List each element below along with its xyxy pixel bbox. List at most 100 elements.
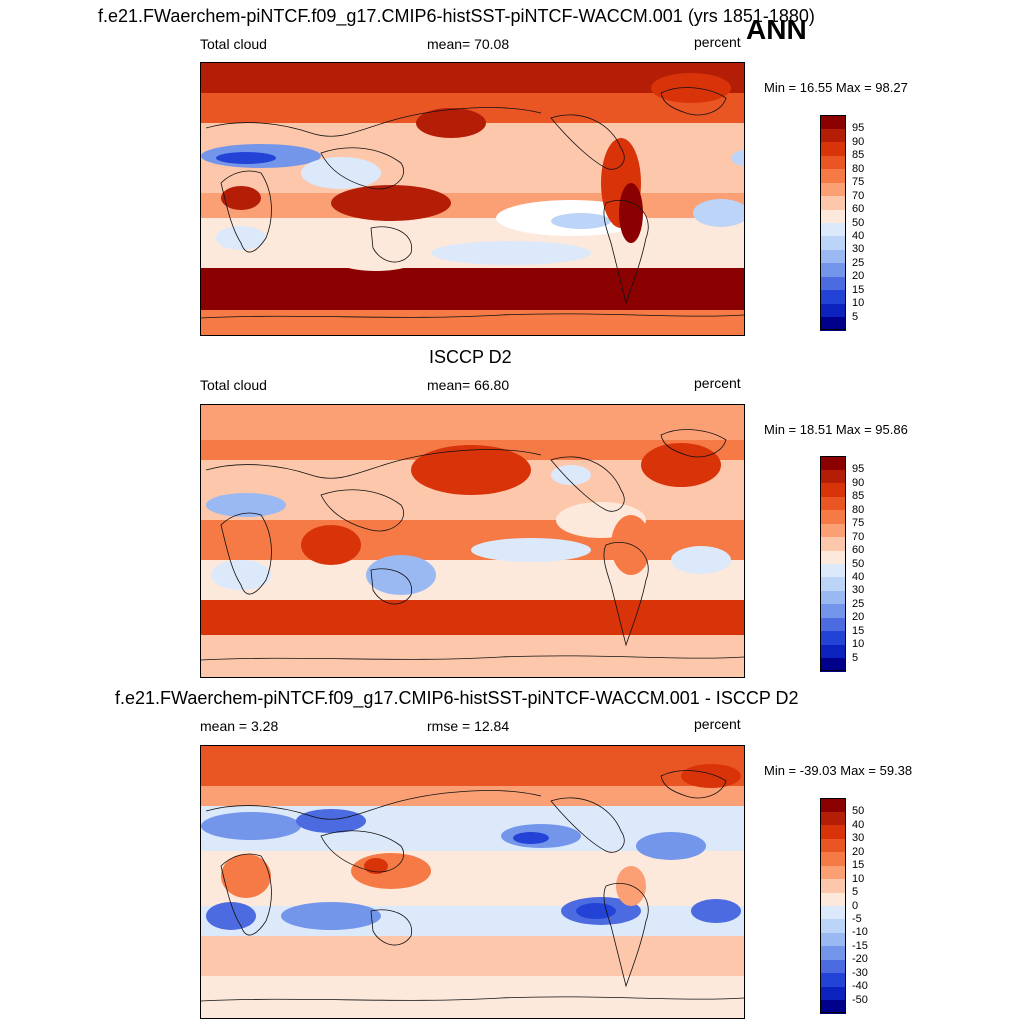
colorbar-tick-label: 50 — [852, 216, 865, 229]
colorbar-box — [820, 155, 846, 170]
colorbar-box — [820, 878, 846, 893]
colorbar-box — [820, 617, 846, 632]
colorbar-tick-label: 10 — [852, 638, 865, 651]
colorbar-box — [820, 168, 846, 183]
colorbar-tick-label: 30 — [852, 832, 865, 845]
colorbar-box — [820, 865, 846, 880]
colorbar-box — [820, 276, 846, 291]
colorbar-tick-label: 10 — [852, 297, 865, 310]
colorbar-box — [820, 235, 846, 250]
panel1-units-label: percent — [694, 34, 741, 50]
colorbar-tick-label: 70 — [852, 189, 865, 202]
colorbar-tick-label: 25 — [852, 597, 865, 610]
colorbar-box — [820, 182, 846, 197]
colorbar-tick-label: -50 — [852, 993, 868, 1006]
panel3-minmax: Min = -39.03 Max = 59.38 — [764, 763, 913, 778]
panel1-variable-label: Total cloud — [200, 36, 267, 52]
colorbar-box — [820, 892, 846, 906]
panel1-title: f.e21.FWaerchem-piNTCF.f09_g17.CMIP6-his… — [98, 6, 815, 26]
colorbar-box — [820, 496, 846, 511]
colorbar-box — [820, 128, 846, 143]
colorbar-box — [820, 195, 846, 210]
panel2-map-svg — [201, 405, 744, 677]
panel3-title: f.e21.FWaerchem-piNTCF.f09_g17.CMIP6-his… — [115, 688, 799, 708]
colorbar-box — [820, 972, 846, 987]
colorbar-tick-label: 15 — [852, 283, 865, 296]
colorbar-tick-label: 90 — [852, 135, 865, 148]
colorbar-tick-label: 85 — [852, 149, 865, 162]
colorbar-tick-label: 50 — [852, 805, 865, 818]
colorbar-tick-label: 5 — [852, 886, 859, 899]
colorbar-tick-label: 20 — [852, 611, 865, 624]
colorbar-box — [820, 811, 846, 826]
colorbar-box — [820, 932, 846, 947]
colorbar-tick-label: 5 — [852, 310, 859, 323]
colorbar-box — [820, 209, 846, 223]
colorbar-box — [820, 999, 846, 1014]
panel3-colorbar-frame — [820, 798, 846, 1013]
colorbar-box — [820, 644, 846, 659]
colorbar-box — [820, 905, 846, 920]
colorbar-tick-label: 75 — [852, 176, 865, 189]
colorbar-tick-label: 15 — [852, 859, 865, 872]
colorbar-box — [820, 456, 846, 470]
panel2-mean-label: mean= 66.80 — [427, 377, 510, 393]
colorbar-tick-label: 15 — [852, 624, 865, 637]
panel1-colorbar: 95 90 85 80 75 70 60 50 40 30 25 20 15 10 5 — [820, 115, 930, 331]
panel3-map — [200, 745, 745, 1019]
colorbar-tick-label: -30 — [852, 966, 868, 979]
season-label: ANN — [746, 14, 807, 45]
colorbar-box — [820, 563, 846, 578]
panel3-units-label: percent — [694, 716, 741, 732]
colorbar-tick-label: -10 — [852, 926, 868, 939]
colorbar-box — [820, 851, 846, 866]
panel1-map-svg — [201, 63, 744, 335]
colorbar-tick-label: -15 — [852, 939, 868, 952]
panel2-units-label: percent — [694, 375, 741, 391]
colorbar-box — [820, 824, 846, 839]
colorbar-box — [820, 959, 846, 974]
colorbar-tick-label: 30 — [852, 584, 865, 597]
colorbar-tick-label: 60 — [852, 203, 865, 216]
colorbar-box — [820, 550, 846, 564]
colorbar-tick-label: 95 — [852, 463, 865, 476]
colorbar-box — [820, 603, 846, 618]
colorbar-box — [820, 222, 846, 237]
panel3-rmse-label: rmse = 12.84 — [427, 718, 510, 734]
colorbar-tick-label: 50 — [852, 557, 865, 570]
colorbar-box — [820, 141, 846, 156]
colorbar-box — [820, 509, 846, 524]
colorbar-box — [820, 303, 846, 318]
panel3-map-svg — [201, 746, 744, 1018]
colorbar-tick-label: 10 — [852, 872, 865, 885]
colorbar-box — [820, 523, 846, 538]
colorbar-box — [820, 249, 846, 264]
colorbar-tick-label: 90 — [852, 476, 865, 489]
colorbar-tick-label: -5 — [852, 912, 862, 925]
colorbar-tick-label: 25 — [852, 256, 865, 269]
colorbar-box — [820, 576, 846, 591]
panel2-title: ISCCP D2 — [429, 347, 512, 367]
colorbar-box — [820, 469, 846, 484]
colorbar-tick-label: 80 — [852, 503, 865, 516]
colorbar-tick-label: 80 — [852, 162, 865, 175]
colorbar-tick-label: 75 — [852, 517, 865, 530]
colorbar-tick-label: 0 — [852, 899, 859, 912]
panel1-colorbar-frame — [820, 115, 846, 330]
colorbar-tick-label: 95 — [852, 122, 865, 135]
panel2-variable-label: Total cloud — [200, 377, 267, 393]
colorbar-tick-label: 30 — [852, 243, 865, 256]
colorbar-box — [820, 918, 846, 933]
colorbar-tick-label: -20 — [852, 953, 868, 966]
colorbar-box — [820, 986, 846, 1001]
colorbar-box — [820, 630, 846, 645]
colorbar-box — [820, 115, 846, 129]
colorbar-box — [820, 482, 846, 497]
colorbar-tick-label: 20 — [852, 845, 865, 858]
panel2-minmax: Min = 18.51 Max = 95.86 — [764, 422, 908, 437]
panel2-colorbar: 95 90 85 80 75 70 60 50 40 30 25 20 15 10 5 — [820, 456, 930, 672]
colorbar-tick-label: 5 — [852, 651, 859, 664]
colorbar-box — [820, 536, 846, 551]
panel1-map — [200, 62, 745, 336]
panel1-mean-label: mean= 70.08 — [427, 36, 510, 52]
